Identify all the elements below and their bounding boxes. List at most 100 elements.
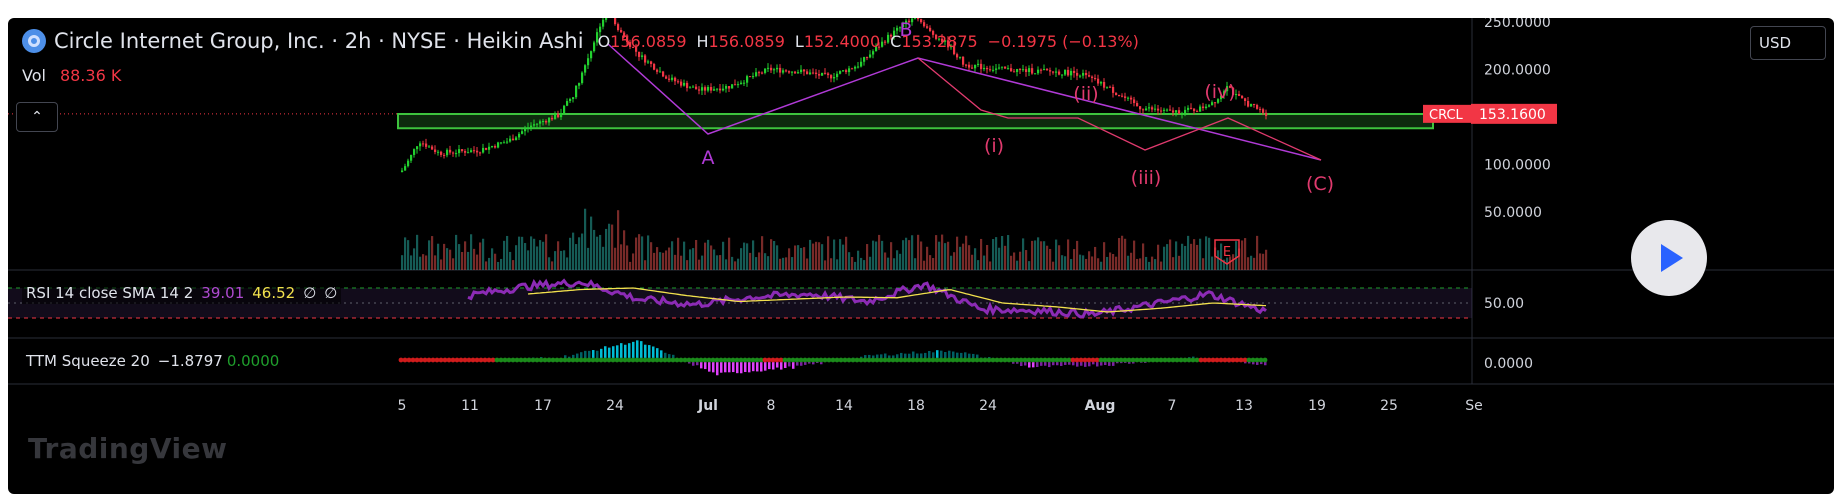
ttm-squeeze-dot — [606, 357, 612, 363]
volume-bar — [947, 241, 950, 270]
ttm-squeeze-dot — [478, 357, 484, 363]
volume-bar — [653, 252, 656, 270]
candle — [464, 151, 467, 153]
currency-selector[interactable]: USD — [1750, 26, 1826, 60]
ttm-bar — [1076, 360, 1079, 367]
volume-bar — [956, 236, 959, 270]
candle — [557, 113, 560, 118]
collapse-legend-button[interactable]: ⌃ — [16, 102, 58, 132]
ttm-squeeze-dot — [422, 357, 428, 363]
candle — [512, 138, 515, 141]
volume-bar — [428, 240, 431, 270]
volume-bar — [443, 243, 446, 270]
candle — [689, 87, 692, 89]
ttm-squeeze-dot — [1154, 357, 1160, 363]
ttm-bar — [968, 353, 971, 360]
ttm-squeeze-dot — [942, 357, 948, 363]
ttm-bar — [1020, 360, 1023, 367]
ttm-squeeze-dot — [678, 357, 684, 363]
ttm-bar — [932, 352, 935, 360]
ttm-squeeze-dot — [482, 357, 488, 363]
candle — [878, 46, 881, 48]
volume-bar — [632, 253, 635, 270]
candle — [1121, 95, 1124, 97]
volume-bar — [641, 236, 644, 270]
candle — [416, 146, 419, 150]
candle — [800, 69, 803, 73]
time-axis-label: Jul — [697, 398, 718, 414]
candle — [863, 57, 866, 62]
low-value: 152.4000 — [803, 31, 881, 51]
candle — [680, 81, 683, 86]
candle — [566, 101, 569, 106]
ttm-squeeze-dot — [1178, 357, 1184, 363]
candle — [617, 24, 620, 31]
ttm-squeeze-dot — [406, 357, 412, 363]
candle — [1265, 112, 1268, 116]
wave-label-i: (i) — [984, 135, 1004, 157]
ttm-squeeze-dot — [486, 357, 492, 363]
ttm-squeeze-dot — [450, 357, 456, 363]
ttm-squeeze-dot — [778, 357, 784, 363]
volume-bar — [1121, 235, 1124, 270]
earnings-marker — [1214, 239, 1240, 265]
ttm-squeeze-dot — [710, 357, 716, 363]
volume-bar — [1034, 240, 1037, 270]
candle — [473, 150, 476, 152]
ttm-squeeze-dot — [1190, 357, 1196, 363]
volume-bar — [1061, 255, 1064, 270]
time-axis-label: 11 — [461, 398, 479, 414]
candle — [1229, 86, 1232, 88]
ttm-bar — [1056, 360, 1059, 366]
symbol-title[interactable]: Circle Internet Group, Inc. · 2h · NYSE … — [54, 29, 584, 53]
rsi-legend[interactable]: RSI 14 close SMA 14 2 39.01 46.52 ∅ ∅ — [22, 282, 342, 304]
ttm-squeeze-dot — [534, 357, 540, 363]
ttm-squeeze-dot — [566, 357, 572, 363]
ttm-squeeze-dot — [1122, 357, 1128, 363]
ttm-squeeze-dot — [1246, 357, 1252, 363]
ttm-squeeze-dot — [814, 357, 820, 363]
volume-bar — [749, 252, 752, 270]
volume-bar — [968, 245, 971, 270]
candle — [1112, 86, 1115, 93]
ttm-squeeze-dot — [558, 357, 564, 363]
candle — [797, 72, 800, 74]
candle — [755, 72, 758, 77]
volume-bar — [626, 245, 629, 270]
ttm-squeeze-dot — [714, 357, 720, 363]
candle — [818, 74, 821, 76]
ttm-squeeze-dot — [538, 357, 544, 363]
ttm-squeeze-dot — [938, 357, 944, 363]
candle — [479, 152, 482, 154]
wave-label-iii: (iii) — [1131, 167, 1162, 189]
ttm-squeeze-dot — [902, 357, 908, 363]
candle — [1148, 107, 1151, 109]
volume-bar — [875, 241, 878, 270]
candle — [773, 69, 776, 71]
candle — [980, 63, 983, 70]
candle — [638, 51, 641, 57]
volume-bar — [419, 256, 422, 270]
candle — [1052, 71, 1055, 73]
ttm-squeeze-dot — [1042, 357, 1048, 363]
candle — [632, 46, 635, 48]
candle — [995, 68, 998, 70]
candle — [983, 67, 986, 70]
ttm-bar — [928, 350, 931, 360]
volume-bar — [794, 245, 797, 270]
ttm-legend[interactable]: TTM Squeeze 20 −1.8797 0.0000 — [22, 350, 283, 372]
ttm-squeeze-dot — [830, 357, 836, 363]
ttm-bar — [576, 353, 579, 360]
ttm-bar — [712, 360, 715, 373]
ttm-bar — [632, 341, 635, 360]
candle — [845, 70, 848, 73]
candle — [938, 38, 941, 40]
candle — [1187, 107, 1190, 110]
volume-bar — [680, 255, 683, 270]
volume-bar — [902, 240, 905, 270]
candle — [1208, 105, 1211, 107]
candle — [974, 64, 977, 69]
ttm-squeeze-dot — [870, 357, 876, 363]
volume-bar — [1037, 237, 1040, 270]
replay-play-button[interactable] — [1631, 220, 1707, 296]
